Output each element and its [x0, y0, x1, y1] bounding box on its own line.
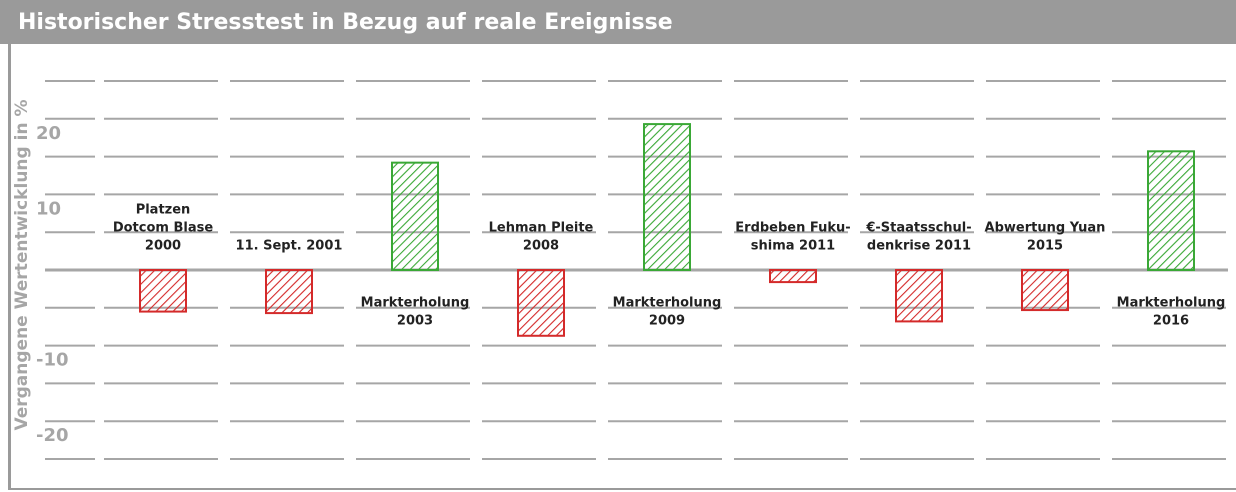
category-label: Markterholung: [361, 296, 470, 311]
y-tick-label: 20: [36, 123, 61, 144]
category-label: Markterholung: [1117, 296, 1226, 311]
y-axis-label: Vergangene Wertentwicklung in %: [12, 100, 32, 431]
category-label: 2008: [523, 239, 559, 254]
bar: [517, 269, 565, 337]
frame-left: [8, 44, 11, 490]
category-label: Abwertung Yuan: [985, 221, 1106, 236]
category-label: Lehman Pleite: [489, 221, 594, 236]
bar: [1021, 269, 1069, 312]
category-label: 2015: [1027, 239, 1063, 254]
bar: [895, 269, 943, 323]
frame-bottom: [8, 488, 1236, 490]
category-label: Erdbeben Fuku-: [735, 221, 850, 236]
title-bar: [0, 0, 1236, 44]
category-label: Platzen: [136, 203, 191, 218]
category-label: shima 2011: [751, 239, 835, 254]
bar: [139, 269, 187, 313]
category-label: €-Staatsschul-: [865, 221, 971, 236]
category-label: 2003: [397, 314, 433, 329]
bar: [391, 161, 439, 271]
y-tick-label: -20: [36, 425, 69, 446]
category-label: Dotcom Blase: [113, 221, 214, 236]
y-tick-label: 10: [36, 198, 61, 219]
category-label: 2016: [1153, 314, 1189, 329]
y-tick-label: -10: [36, 350, 69, 371]
bar: [1147, 150, 1195, 271]
bar: [265, 269, 313, 315]
bar: [643, 123, 691, 272]
bar: [769, 269, 817, 284]
category-label: denkrise 2011: [867, 239, 971, 254]
category-label: 11. Sept. 2001: [236, 239, 343, 254]
category-label: 2000: [145, 239, 181, 254]
category-label: 2009: [649, 314, 685, 329]
category-label: Markterholung: [613, 296, 722, 311]
chart-title: Historischer Stresstest in Bezug auf rea…: [18, 10, 673, 35]
